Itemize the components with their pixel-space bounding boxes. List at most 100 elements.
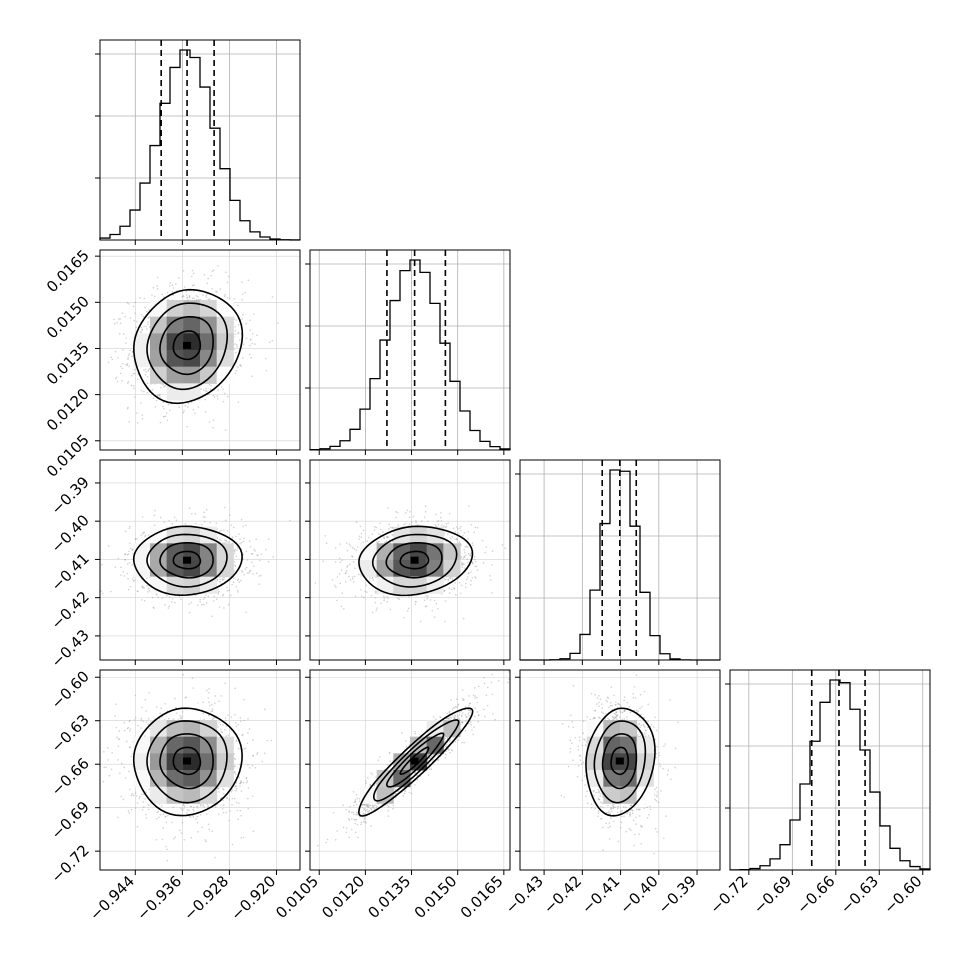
scatter-point [139,296,141,299]
scatter-point [397,597,399,599]
scatter-point [374,601,377,604]
scatter-point [121,312,123,314]
scatter-point [202,389,205,391]
scatter-point [133,368,136,371]
scatter-point [235,785,238,787]
scatter-point [232,577,235,579]
scatter-point [126,563,129,565]
scatter-point [142,586,144,589]
scatter-point [201,603,203,606]
scatter-point [362,541,364,543]
scatter-point [127,357,130,359]
scatter-point [148,367,151,370]
scatter-point [249,545,252,548]
scatter-point [128,562,131,564]
scatter-point [218,700,220,702]
scatter-point [206,390,208,393]
scatter-point [110,768,113,771]
scatter-point [256,334,258,336]
scatter-point [248,570,251,573]
scatter-point [355,521,358,523]
scatter-point [137,373,139,376]
scatter-point [101,563,103,566]
scatter-point [336,599,338,602]
scatter-point [188,295,191,298]
scatter-point [146,375,149,378]
scatter-point [246,559,249,561]
scatter-point [163,521,166,523]
scatter-point [186,296,188,299]
scatter-point [186,296,189,299]
scatter-point [415,600,417,603]
scatter-point [217,593,220,595]
scatter-point [145,791,147,793]
scatter-point [233,298,236,300]
scatter-point [463,556,466,558]
panel-frame [309,249,511,451]
scatter-point [205,294,208,296]
scatter-point [358,538,360,540]
scatter-point [208,704,211,707]
scatter-point [252,573,254,575]
scatter-point [162,415,165,418]
scatter-point [143,325,145,328]
scatter-point [408,523,411,526]
scatter-point [237,818,240,821]
contour-line [399,550,430,570]
scatter-point [214,695,217,697]
scatter-point [224,429,227,431]
scatter-point [363,596,365,599]
scatter-point [234,765,236,767]
scatter-point [113,323,116,325]
scatter-point [152,606,155,609]
scatter-point [251,764,254,767]
scatter-point [246,732,249,734]
scatter-point [360,532,363,535]
scatter-point [219,580,222,583]
scatter-point [475,577,477,579]
scatter-point [211,288,213,290]
scatter-point [227,603,230,606]
scatter-point [353,547,356,550]
scatter-point [234,535,237,538]
scatter-point [136,320,138,323]
density-bin [200,300,218,318]
scatter-point [121,379,123,382]
scatter-point [191,297,194,299]
scatter-point [182,411,185,414]
scatter-point [178,406,180,408]
scatter-point [153,607,155,609]
density-bin [183,383,201,401]
scatter-point [359,588,362,591]
scatter-point [460,525,462,528]
scatter-point [200,388,203,390]
scatter-point [348,563,351,566]
histogram-step [309,259,511,451]
scatter-point [153,514,156,517]
scatter-point [123,575,126,577]
scatter-point [213,396,216,398]
scatter-point [159,516,162,519]
scatter-point [249,329,252,332]
scatter-point [258,583,261,585]
scatter-point [159,421,162,424]
scatter-point [136,378,139,381]
scatter-point [223,607,225,609]
scatter-point [404,522,407,525]
scatter-point [240,781,243,784]
scatter-point [467,572,470,575]
scatter-point [415,521,417,524]
scatter-point [137,590,139,593]
scatter-point [366,540,369,543]
y-tick-label: 0.0150 [43,292,93,342]
scatter-point [215,522,218,525]
scatter-point [450,588,453,591]
scatter-point [251,342,254,345]
scatter-point [227,395,229,398]
scatter-point [145,370,148,373]
scatter-point [205,387,208,390]
scatter-point [151,596,154,599]
scatter-point [387,597,390,600]
scatter-point [169,282,172,284]
scatter-point [451,535,454,538]
